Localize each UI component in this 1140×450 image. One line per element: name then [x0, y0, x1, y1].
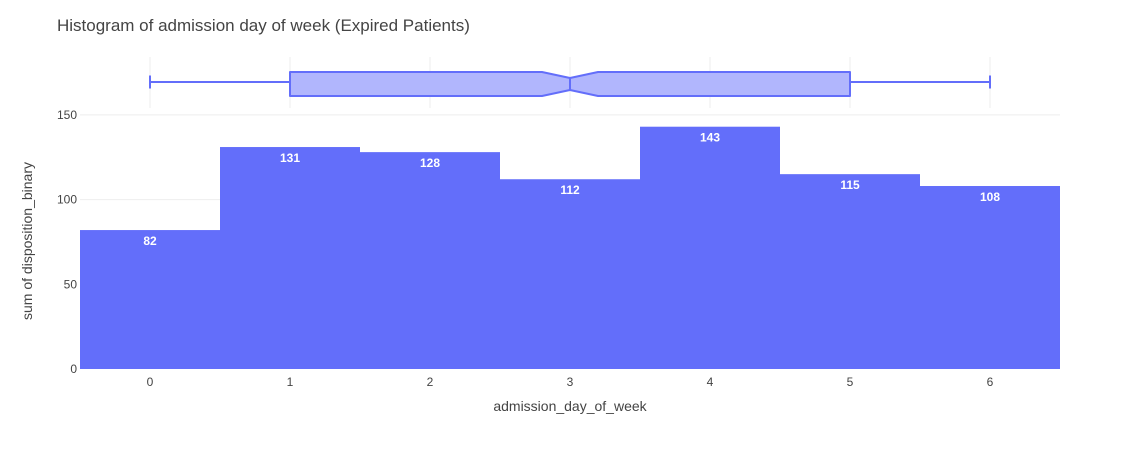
x-tick-label-4: 4: [707, 375, 714, 389]
x-tick-label-6: 6: [987, 375, 994, 389]
x-tick-label-5: 5: [847, 375, 854, 389]
bar-value-label-1: 131: [280, 151, 300, 165]
histogram-bar-1: [220, 147, 360, 369]
bar-value-label-3: 112: [560, 183, 580, 197]
bar-value-labels: 82 131 128 112 143 115 108: [143, 131, 1000, 248]
x-tick-label-0: 0: [147, 375, 154, 389]
x-tick-label-3: 3: [567, 375, 574, 389]
y-tick-label-100: 100: [57, 193, 77, 207]
x-tick-labels: 0 1 2 3 4 5 6: [147, 375, 994, 389]
y-axis-label: sum of disposition_binary: [19, 162, 35, 320]
y-tick-labels: 0 50 100 150: [57, 108, 77, 376]
histogram-bar-6: [920, 186, 1060, 369]
bar-value-label-2: 128: [420, 156, 440, 170]
histogram-bar-4: [640, 126, 780, 369]
y-tick-label-150: 150: [57, 108, 77, 122]
x-tick-label-1: 1: [287, 375, 294, 389]
histogram-bar-5: [780, 174, 920, 369]
histogram-bar-2: [360, 152, 500, 369]
y-tick-label-0: 0: [70, 362, 77, 376]
bar-value-label-0: 82: [143, 234, 157, 248]
marginal-box-plot: [149, 71, 991, 97]
chart-title: Histogram of admission day of week (Expi…: [57, 16, 470, 35]
x-axis-label: admission_day_of_week: [493, 398, 647, 414]
histogram-bars: [80, 126, 1060, 369]
bar-value-label-5: 115: [840, 178, 860, 192]
histogram-bar-3: [500, 179, 640, 369]
bar-value-label-6: 108: [980, 190, 1000, 204]
histogram-bar-0: [80, 230, 220, 369]
bar-value-label-4: 143: [700, 131, 720, 145]
x-tick-label-2: 2: [427, 375, 434, 389]
y-tick-label-50: 50: [64, 277, 78, 291]
